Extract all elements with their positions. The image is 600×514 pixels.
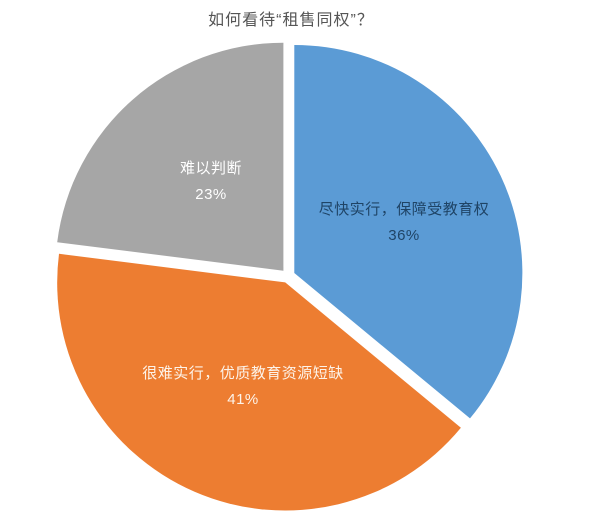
slice-name: 尽快实行，保障受教育权 — [318, 201, 490, 218]
pie-slice-hard-to-judge — [57, 42, 284, 271]
slice-percent: 23% — [195, 186, 227, 203]
slice-label-implement-asap: 尽快实行，保障受教育权 36% — [319, 197, 490, 249]
slice-percent: 36% — [388, 227, 420, 244]
chart-title: 如何看待“租售同权”？ — [208, 12, 374, 29]
slice-label-hard-to-judge: 难以判断 23% — [180, 156, 242, 208]
slice-name: 很难实行，优质教育资源短缺 — [142, 365, 344, 382]
slice-percent: 41% — [227, 391, 259, 408]
pie-slice-hard-to-implement — [57, 253, 461, 511]
slice-name: 难以判断 — [179, 160, 243, 177]
slice-label-hard-to-implement: 很难实行，优质教育资源短缺 41% — [142, 361, 344, 413]
pie-slice-implement-asap — [294, 44, 523, 419]
